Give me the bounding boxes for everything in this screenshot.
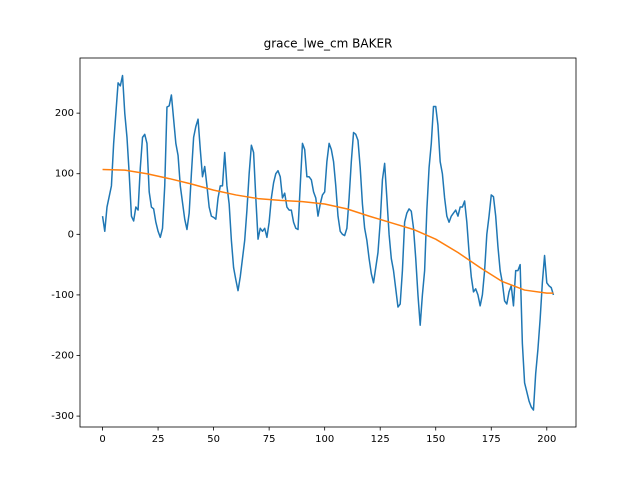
y-tick-label: -200 [51, 351, 74, 362]
x-tick-label: 50 [207, 434, 220, 445]
x-tick-label: 125 [371, 434, 390, 445]
x-tick-label: 150 [426, 434, 445, 445]
x-tick-label: 25 [152, 434, 165, 445]
x-tick-label: 100 [315, 434, 334, 445]
plot-frame [79, 57, 577, 428]
x-tick-label: 175 [482, 434, 501, 445]
y-tick-label: 100 [55, 169, 74, 180]
y-tick-label: 0 [68, 229, 74, 240]
data-line [101, 74, 555, 411]
x-tick-label: 0 [99, 434, 105, 445]
y-tick-label: -300 [51, 411, 74, 422]
x-tick-label: 75 [263, 434, 276, 445]
y-tick-label: 200 [55, 108, 74, 119]
y-tick-label: -100 [51, 290, 74, 301]
chart-title: grace_lwe_cm BAKER [264, 37, 393, 51]
x-tick-label: 200 [537, 434, 556, 445]
data-line [102, 168, 554, 294]
